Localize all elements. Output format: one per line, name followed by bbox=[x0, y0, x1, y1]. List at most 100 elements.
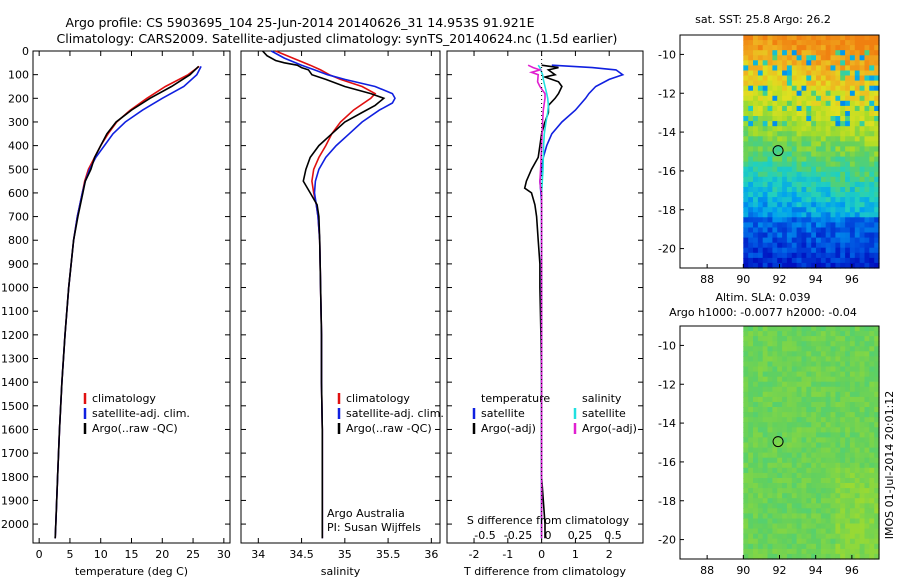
map-cell bbox=[874, 121, 880, 127]
map-cell bbox=[748, 351, 754, 357]
map-cell bbox=[791, 176, 798, 183]
map-cell bbox=[835, 227, 841, 234]
map-cell bbox=[845, 366, 851, 373]
map-cell bbox=[801, 176, 807, 183]
map-cell bbox=[849, 326, 856, 332]
map-cell bbox=[801, 262, 807, 269]
map-cell bbox=[874, 452, 880, 459]
map-cell bbox=[816, 472, 822, 479]
map-cell bbox=[782, 35, 788, 41]
map-cell bbox=[820, 222, 827, 229]
map-cell bbox=[786, 75, 793, 82]
map-cell bbox=[854, 187, 861, 193]
map-cell bbox=[816, 402, 822, 408]
map-cell bbox=[816, 462, 822, 469]
map-cell bbox=[874, 402, 880, 408]
map-cell bbox=[772, 60, 778, 66]
map-cell bbox=[849, 422, 856, 428]
map-cell bbox=[874, 513, 880, 520]
map-cell bbox=[777, 257, 783, 264]
map-cell bbox=[786, 262, 793, 269]
map-cell bbox=[757, 222, 764, 229]
map-cell bbox=[849, 60, 856, 66]
map-cell bbox=[762, 227, 769, 234]
map-cell bbox=[782, 528, 788, 535]
map-cell bbox=[835, 508, 841, 514]
map-cell bbox=[816, 543, 822, 550]
map-cell bbox=[757, 126, 764, 132]
map-cell bbox=[859, 70, 865, 77]
map-cell bbox=[816, 237, 822, 244]
map-cell bbox=[830, 528, 836, 535]
x-tick-label: 0 bbox=[538, 548, 545, 561]
map-cell bbox=[767, 472, 773, 479]
map-cell bbox=[825, 217, 832, 223]
map-cell bbox=[864, 427, 870, 433]
map-cell bbox=[753, 417, 759, 423]
map-cell bbox=[816, 192, 822, 198]
map-cell bbox=[772, 437, 778, 444]
map-cell bbox=[757, 483, 764, 489]
map-x-tick-label: 94 bbox=[809, 273, 823, 286]
map-cell bbox=[791, 528, 798, 535]
map-cell bbox=[820, 212, 827, 218]
map-cell bbox=[782, 376, 788, 383]
map-cell bbox=[854, 533, 861, 540]
map-y-tick-label: -18 bbox=[658, 204, 676, 217]
map-cell bbox=[801, 503, 807, 509]
map-cell bbox=[849, 371, 856, 378]
map-cell bbox=[782, 121, 788, 127]
map-cell bbox=[796, 326, 802, 332]
map-cell bbox=[874, 50, 880, 56]
map-cell bbox=[816, 376, 822, 383]
map-cell bbox=[840, 341, 846, 347]
map-cell bbox=[796, 136, 802, 142]
map-cell bbox=[830, 197, 836, 203]
map-cell bbox=[762, 503, 769, 509]
map-cell bbox=[816, 207, 822, 213]
map-cell bbox=[830, 90, 836, 97]
map-cell bbox=[840, 346, 846, 352]
map-cell bbox=[874, 533, 880, 540]
map-cell bbox=[816, 40, 822, 46]
map-cell bbox=[854, 427, 861, 433]
map-cell bbox=[806, 361, 812, 368]
map-cell bbox=[874, 543, 880, 550]
map-cell bbox=[743, 412, 749, 418]
map-cell bbox=[757, 192, 764, 198]
map-cell bbox=[816, 493, 822, 499]
map-cell bbox=[782, 548, 788, 555]
map-cell bbox=[753, 212, 759, 218]
map-cell bbox=[782, 472, 788, 479]
map-cell bbox=[830, 467, 836, 474]
map-cell bbox=[791, 538, 798, 545]
map-cell bbox=[811, 247, 817, 254]
map-cell bbox=[757, 518, 764, 525]
map-cell bbox=[753, 95, 759, 102]
map-cell bbox=[835, 488, 841, 494]
map-x-tick-label: 92 bbox=[773, 564, 787, 577]
map-cell bbox=[859, 105, 865, 112]
map-cell bbox=[772, 351, 778, 357]
map-cell bbox=[786, 402, 793, 408]
map-cell bbox=[859, 452, 865, 459]
map-cell bbox=[786, 156, 793, 163]
map-cell bbox=[743, 40, 749, 46]
map-cell bbox=[777, 432, 783, 439]
map-cell bbox=[816, 60, 822, 66]
map-cell bbox=[835, 422, 841, 428]
x-tick-label: 25 bbox=[186, 548, 200, 561]
map-cell bbox=[845, 247, 851, 254]
map-cell bbox=[840, 212, 846, 218]
map-cell bbox=[782, 503, 788, 509]
map-cell bbox=[816, 45, 822, 51]
map-cell bbox=[762, 533, 769, 540]
map-cell bbox=[869, 483, 875, 489]
map-cell bbox=[845, 156, 851, 163]
map-cell bbox=[849, 538, 856, 545]
map-cell bbox=[840, 136, 846, 142]
map-cell bbox=[772, 422, 778, 428]
map-cell bbox=[864, 136, 870, 142]
map-cell bbox=[777, 467, 783, 474]
